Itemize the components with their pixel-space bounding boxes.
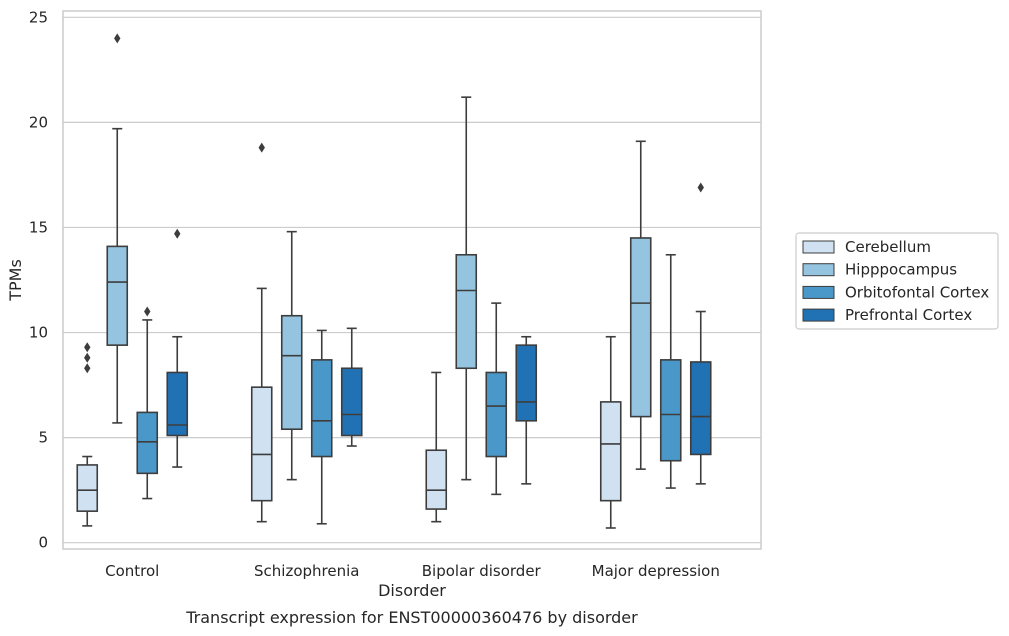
box-orbitofontal-cortex (310, 329, 333, 525)
y-ticks: 0 5 10 15 20 25 (29, 8, 48, 551)
y-tick-label: 25 (29, 8, 48, 26)
y-axis-label: TPMs (6, 259, 25, 302)
box-iqr (280, 314, 303, 431)
x-axis-label: Disorder (378, 581, 446, 600)
box-iqr (250, 386, 273, 502)
outlier-point (84, 342, 91, 353)
y-tick-label: 20 (29, 113, 48, 131)
x-tick-label: Major depression (592, 562, 720, 580)
legend-swatch (802, 263, 835, 277)
box-orbitofontal-cortex (659, 253, 682, 489)
box-hipppocampus (455, 96, 478, 481)
box-iqr (629, 237, 652, 418)
legend-label: Prefrontal Cortex (845, 306, 972, 324)
legend-label: Hipppocampus (845, 261, 957, 279)
y-tick-label: 5 (38, 429, 48, 447)
box-prefrontal-cortex (689, 182, 712, 485)
box-iqr (310, 359, 333, 458)
box-iqr (689, 361, 712, 456)
box-cerebellum (76, 455, 99, 527)
box-hipppocampus (106, 33, 129, 424)
box-iqr (485, 371, 508, 458)
boxes (76, 33, 712, 529)
box-cerebellum (250, 142, 273, 523)
box-iqr (659, 359, 682, 462)
outlier-point (258, 142, 265, 153)
y-tick-label: 15 (29, 218, 48, 236)
box-iqr (76, 464, 99, 512)
x-tick-label: Control (105, 562, 159, 580)
outlier-point (697, 182, 704, 193)
x-tick-label: Bipolar disorder (422, 562, 542, 580)
legend-swatch (802, 308, 835, 322)
box-cerebellum (425, 371, 448, 523)
y-tick-label: 0 (38, 534, 48, 552)
legend-label: Orbitofontal Cortex (845, 283, 989, 301)
box-orbitofontal-cortex (136, 306, 159, 500)
box-cerebellum (599, 335, 622, 529)
outlier-point (114, 33, 121, 44)
x-ticks: Control Schizophrenia Bipolar disorder Majo… (105, 562, 720, 580)
legend-frame (795, 232, 999, 330)
box-prefrontal-cortex (340, 327, 363, 447)
grid-lines (63, 16, 761, 544)
outlier-point (144, 306, 151, 317)
box-iqr (455, 253, 478, 370)
legend-label: Cerebellum (845, 238, 931, 256)
box-iqr (106, 245, 129, 346)
box-hipppocampus (629, 140, 652, 470)
box-prefrontal-cortex (166, 228, 189, 468)
chart-caption: Transcript expression for ENST0000036047… (185, 608, 638, 627)
extra-outliers (84, 342, 91, 374)
box-prefrontal-cortex (515, 335, 538, 485)
box-iqr (136, 411, 159, 475)
plot-frame (62, 10, 762, 550)
outlier-point (84, 363, 91, 374)
legend-swatch (802, 240, 835, 254)
legend-swatch (802, 285, 835, 299)
box-orbitofontal-cortex (485, 302, 508, 496)
box-hipppocampus (280, 230, 303, 481)
outlier-point (174, 228, 181, 239)
legend: Cerebellum Hipppocampus Orbitofontal Corte… (795, 232, 999, 330)
outlier-point (84, 352, 91, 363)
box-iqr (515, 344, 538, 422)
y-tick-label: 10 (29, 324, 48, 342)
box-iqr (599, 401, 622, 502)
box-iqr (340, 367, 363, 437)
box-iqr (425, 449, 448, 510)
x-tick-label: Schizophrenia (254, 562, 359, 580)
box-iqr (166, 371, 189, 437)
